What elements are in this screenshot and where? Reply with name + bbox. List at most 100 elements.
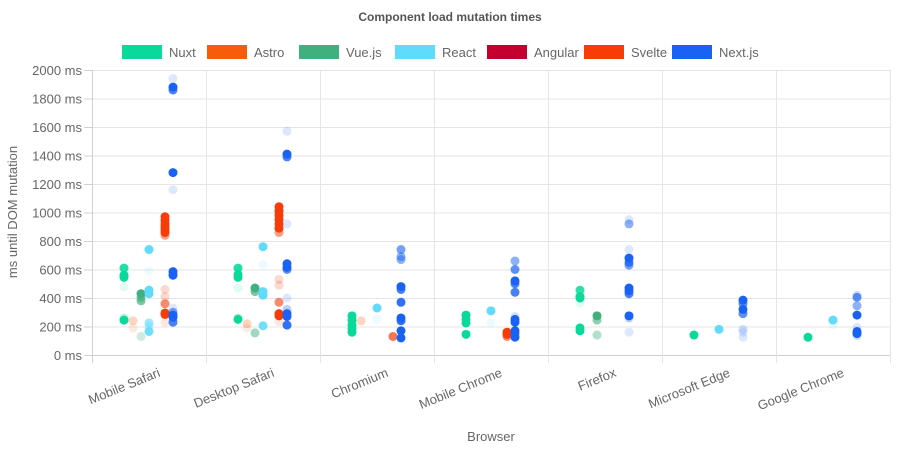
data-point[interactable]: [510, 332, 520, 342]
data-point[interactable]: [282, 219, 292, 229]
data-point[interactable]: [592, 330, 602, 340]
data-point[interactable]: [575, 285, 585, 295]
legend-item-next-js[interactable]: Next.js: [672, 45, 759, 60]
data-point[interactable]: [274, 227, 284, 237]
data-point[interactable]: [242, 319, 252, 329]
data-point[interactable]: [282, 265, 292, 274]
data-point[interactable]: [624, 219, 634, 229]
data-point[interactable]: [144, 289, 154, 299]
data-point[interactable]: [510, 317, 520, 327]
legend-item-react[interactable]: React: [395, 45, 476, 60]
data-point[interactable]: [144, 266, 154, 276]
data-point[interactable]: [502, 331, 512, 341]
data-point[interactable]: [592, 315, 602, 325]
data-point[interactable]: [144, 245, 154, 255]
data-point[interactable]: [624, 311, 634, 321]
data-point[interactable]: [510, 265, 520, 274]
data-point[interactable]: [119, 272, 129, 282]
data-point[interactable]: [486, 318, 496, 328]
data-point[interactable]: [396, 297, 406, 307]
data-point[interactable]: [274, 274, 284, 284]
data-point[interactable]: [168, 317, 178, 327]
data-point[interactable]: [242, 323, 252, 333]
data-point[interactable]: [258, 321, 268, 331]
data-point[interactable]: [396, 284, 406, 294]
data-point[interactable]: [803, 332, 813, 342]
data-point[interactable]: [396, 245, 406, 255]
data-point[interactable]: [233, 283, 243, 293]
data-point[interactable]: [168, 85, 178, 95]
data-point[interactable]: [160, 284, 170, 294]
data-point[interactable]: [624, 260, 634, 270]
data-point[interactable]: [510, 287, 520, 297]
data-point[interactable]: [852, 301, 862, 311]
legend-item-angular[interactable]: Angular: [487, 45, 579, 60]
data-point[interactable]: [388, 331, 398, 341]
data-point[interactable]: [144, 326, 154, 336]
data-point[interactable]: [575, 293, 585, 303]
data-point[interactable]: [119, 263, 129, 273]
data-point[interactable]: [282, 126, 292, 136]
data-point[interactable]: [160, 309, 170, 319]
data-point[interactable]: [136, 331, 146, 341]
data-point[interactable]: [738, 324, 748, 334]
data-point[interactable]: [372, 303, 382, 313]
data-point[interactable]: [624, 245, 634, 255]
legend-item-astro[interactable]: Astro: [207, 45, 284, 60]
data-point[interactable]: [160, 299, 170, 309]
data-point[interactable]: [168, 185, 178, 195]
data-point[interactable]: [168, 270, 178, 280]
data-point[interactable]: [486, 306, 496, 316]
data-point[interactable]: [119, 315, 129, 325]
data-point[interactable]: [168, 168, 178, 178]
data-point[interactable]: [852, 292, 862, 302]
data-point[interactable]: [714, 324, 724, 334]
legend-item-nuxt[interactable]: Nuxt: [122, 45, 196, 60]
data-point[interactable]: [233, 314, 243, 324]
data-point[interactable]: [852, 329, 862, 339]
data-point[interactable]: [136, 296, 146, 306]
data-point[interactable]: [233, 263, 243, 273]
data-point[interactable]: [282, 312, 292, 322]
data-point[interactable]: [624, 289, 634, 299]
data-point[interactable]: [396, 326, 406, 336]
legend-item-vue-js[interactable]: Vue.js: [299, 45, 382, 60]
data-point[interactable]: [575, 326, 585, 336]
data-point[interactable]: [738, 332, 748, 342]
data-point[interactable]: [461, 329, 471, 339]
data-point[interactable]: [396, 255, 406, 265]
data-point[interactable]: [233, 272, 243, 282]
data-point[interactable]: [461, 318, 471, 328]
data-point[interactable]: [738, 309, 748, 319]
data-point[interactable]: [347, 327, 357, 337]
data-point[interactable]: [128, 316, 138, 326]
data-point[interactable]: [510, 256, 520, 266]
data-point[interactable]: [828, 315, 838, 325]
data-point[interactable]: [128, 323, 138, 333]
data-point[interactable]: [356, 316, 366, 326]
data-point[interactable]: [250, 287, 260, 297]
data-point[interactable]: [168, 74, 178, 84]
data-point[interactable]: [274, 311, 284, 321]
data-point[interactable]: [282, 320, 292, 330]
data-point[interactable]: [274, 280, 284, 290]
data-point[interactable]: [274, 317, 284, 327]
data-point[interactable]: [828, 320, 838, 330]
data-point[interactable]: [624, 327, 634, 337]
data-point[interactable]: [160, 230, 170, 240]
data-point[interactable]: [852, 331, 862, 341]
data-point[interactable]: [160, 292, 170, 302]
data-point[interactable]: [575, 298, 585, 308]
data-point[interactable]: [258, 260, 268, 270]
data-point[interactable]: [144, 318, 154, 328]
data-point[interactable]: [119, 282, 129, 292]
data-point[interactable]: [282, 152, 292, 162]
data-point[interactable]: [510, 279, 520, 289]
data-point[interactable]: [282, 293, 292, 303]
data-point[interactable]: [274, 297, 284, 307]
data-point[interactable]: [160, 317, 170, 327]
data-point[interactable]: [852, 310, 862, 320]
data-point[interactable]: [396, 333, 406, 343]
data-point[interactable]: [396, 316, 406, 326]
data-point[interactable]: [689, 330, 699, 340]
